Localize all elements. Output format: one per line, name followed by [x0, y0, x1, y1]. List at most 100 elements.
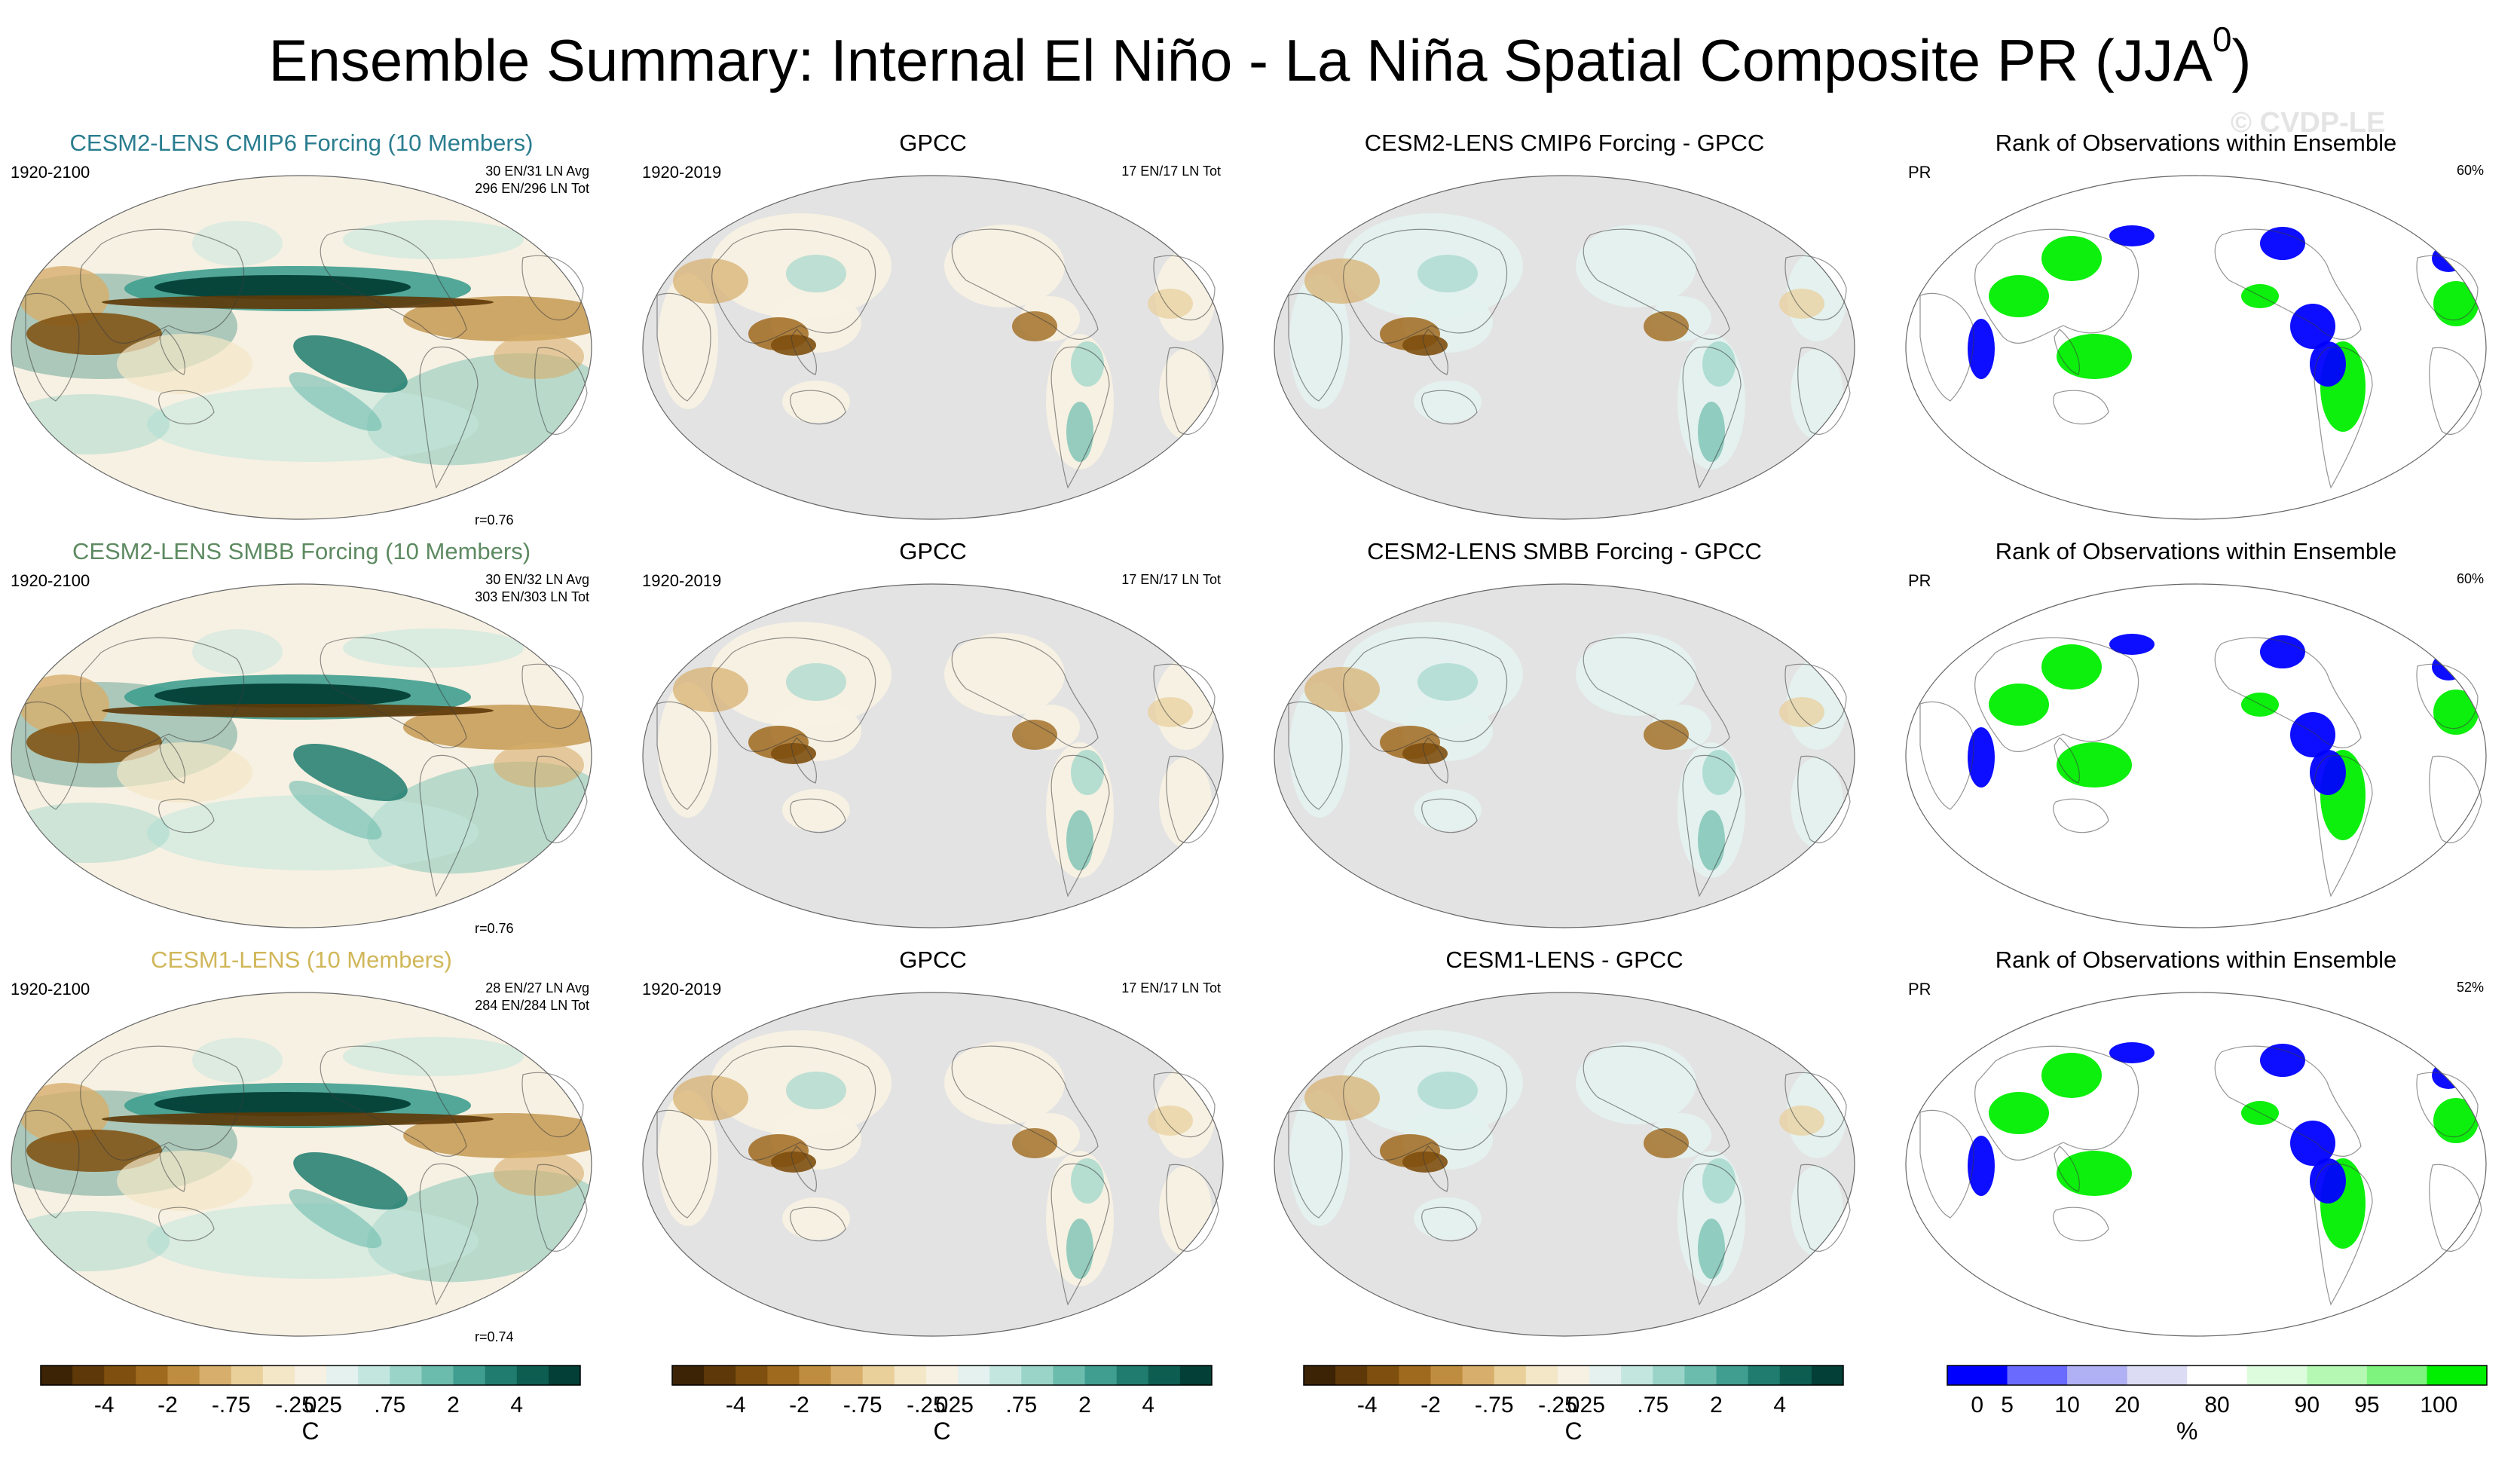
- field-blob: [2310, 341, 2346, 387]
- colorbar-swatch: [799, 1366, 832, 1385]
- field-blob: [1012, 1128, 1057, 1158]
- count-label: 17 EN/17 LN Tot: [1121, 164, 1221, 179]
- map-model: [11, 992, 592, 1337]
- figure-title: Ensemble Summary: Internal El Niño - La …: [0, 20, 2520, 98]
- map-model: [11, 583, 592, 928]
- panel-title: CESM2-LENS SMBB Forcing (10 Members): [72, 538, 531, 564]
- period-label: 1920-2019: [642, 571, 722, 590]
- variable-label: PR: [1908, 571, 1931, 590]
- variable-label: PR: [1908, 980, 1931, 999]
- colorbar-svg: -4 -2 -.75 -.250.25 .75 2 4 C: [671, 1365, 1213, 1445]
- colorbar-swatch: [1748, 1366, 1781, 1385]
- map-outline: [1905, 583, 2487, 928]
- field-blob: [2310, 1158, 2346, 1203]
- count-total: 296 EN/296 LN Tot: [475, 181, 589, 196]
- field-blob: [1071, 750, 1104, 795]
- field-blob: [19, 674, 109, 735]
- percent-label: 52%: [2456, 980, 2484, 995]
- field-blob: [26, 1130, 162, 1172]
- field-blob: [1414, 381, 1482, 423]
- colorbar-tick-label: -2: [789, 1393, 809, 1418]
- count-label: 17 EN/17 LN Tot: [1121, 980, 1221, 995]
- field-blob: [154, 684, 411, 708]
- field-blob: [786, 663, 846, 701]
- map-outline: [642, 175, 1224, 520]
- colorbar-tick-label: -2: [1421, 1393, 1441, 1418]
- map-field: [658, 622, 1216, 878]
- colorbar-tick-label: 0: [936, 1393, 949, 1418]
- colorbar-tick-label: -.25: [1538, 1393, 1577, 1418]
- colorbar-tick-label: 0: [304, 1393, 317, 1418]
- colorbar-swatch: [736, 1366, 768, 1385]
- colorbar-swatch: [1116, 1366, 1149, 1385]
- panel-title: Rank of Observations within Ensemble: [1995, 538, 2397, 564]
- pattern-correlation: r=0.76: [475, 512, 514, 528]
- colorbar-unit: C: [933, 1418, 950, 1445]
- field-blob: [26, 721, 162, 763]
- field-blob: [11, 1211, 170, 1271]
- colorbar-swatch: [1021, 1366, 1054, 1385]
- map-field: [1968, 225, 2479, 432]
- colorbar-swatch: [2067, 1366, 2128, 1385]
- colorbar-outline: [1303, 1365, 1844, 1386]
- field-blob: [494, 742, 584, 788]
- pattern-correlation: r=0.74: [475, 1329, 514, 1344]
- colorbar-swatch: [167, 1366, 200, 1385]
- colorbar-swatch: [421, 1366, 454, 1385]
- field-blob: [289, 372, 382, 432]
- panel-obs-row2: GPCC 1920-2019 17 EN/17 LN Tot: [632, 537, 1234, 959]
- colorbar-tick-label: .25: [1573, 1393, 1605, 1418]
- field-blob: [147, 1203, 479, 1279]
- colorbar-tick-label: 2: [447, 1393, 460, 1418]
- map-outline: [642, 583, 1224, 928]
- field-blob: [1012, 720, 1057, 750]
- colorbar-tick-label: 0: [1567, 1393, 1580, 1418]
- map-outline: [642, 992, 1224, 1337]
- colorbar-swatch: [1557, 1366, 1590, 1385]
- colorbar-swatch: [989, 1366, 1022, 1385]
- field-blob: [102, 295, 494, 309]
- panel-title: CESM2-LENS CMIP6 Forcing (10 Members): [69, 130, 534, 156]
- colorbar-swatch: [199, 1366, 232, 1385]
- field-blob: [1418, 1072, 1478, 1109]
- colorbar-swatch: [1779, 1366, 1812, 1385]
- field-blob: [1066, 810, 1093, 870]
- colorbar-tick-label: -4: [1357, 1393, 1378, 1418]
- field-blob: [786, 255, 846, 292]
- panel-diff-row3: CESM1-LENS - GPCC: [1263, 945, 1866, 1367]
- field-blob: [1968, 1136, 1995, 1196]
- field-blob: [782, 381, 850, 423]
- panel-model-row1: CESM2-LENS CMIP6 Forcing (10 Members) 19…: [0, 128, 603, 550]
- colorbar-rank: 0 5 10 20 80 90 95 100%: [1946, 1362, 2503, 1468]
- field-blob: [1012, 311, 1057, 341]
- panel-obs-row3: GPCC 1920-2019 17 EN/17 LN Tot: [632, 945, 1234, 1367]
- field-blob: [192, 629, 283, 674]
- percent-label: 60%: [2456, 571, 2484, 586]
- colorbar-swatch: [1399, 1366, 1431, 1385]
- map-field: [1968, 1042, 2479, 1249]
- colorbar-swatch: [136, 1366, 168, 1385]
- colorbar-swatch: [894, 1366, 927, 1385]
- field-blob: [2260, 1044, 2305, 1077]
- field-blob: [1304, 1075, 1380, 1121]
- colorbar-tick-label: 2: [1078, 1393, 1091, 1418]
- count-avg: 28 EN/27 LN Avg: [485, 980, 589, 995]
- field-blob: [102, 1112, 494, 1126]
- field-blob: [786, 1072, 846, 1109]
- period-label: 1920-2019: [642, 980, 722, 999]
- field-blob: [944, 1041, 1065, 1124]
- figure-title-close: ): [2231, 27, 2252, 93]
- count-label: 28 EN/27 LN Avg 284 EN/284 LN Tot: [475, 980, 589, 1014]
- field-blob: [2260, 227, 2305, 260]
- figure-title-superscript: 0: [2212, 20, 2232, 59]
- colorbar-swatch: [1053, 1366, 1086, 1385]
- colorbar-swatch: [2427, 1366, 2488, 1385]
- colorbar-tick-label: -4: [94, 1393, 115, 1418]
- panel-title: CESM1-LENS - GPCC: [1445, 947, 1684, 973]
- field-blob: [1968, 727, 1995, 788]
- map-diff: [1274, 175, 1855, 520]
- field-blob: [771, 1151, 816, 1173]
- colorbar-swatch: [1811, 1366, 1844, 1385]
- field-blob: [147, 795, 479, 870]
- field-blob: [289, 780, 382, 840]
